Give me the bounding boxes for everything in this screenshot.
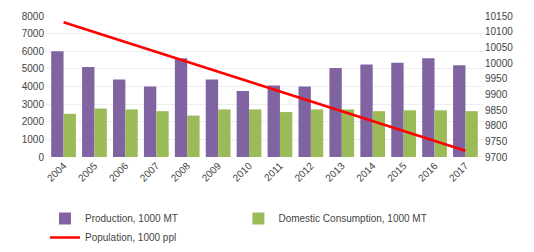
svg-text:10000: 10000 — [485, 58, 513, 69]
svg-text:9900: 9900 — [485, 89, 508, 100]
svg-text:10100: 10100 — [485, 26, 513, 37]
svg-text:2006: 2006 — [107, 160, 131, 184]
svg-text:3000: 3000 — [22, 99, 45, 110]
svg-text:2007: 2007 — [138, 160, 162, 184]
svg-text:2013: 2013 — [323, 160, 347, 184]
svg-text:2005: 2005 — [76, 160, 100, 184]
svg-text:2016: 2016 — [416, 160, 440, 184]
svg-text:9700: 9700 — [485, 152, 508, 163]
svg-text:2010: 2010 — [230, 160, 254, 184]
svg-text:0: 0 — [38, 152, 44, 163]
svg-text:9850: 9850 — [485, 105, 508, 116]
svg-text:Population, 1000 ppl: Population, 1000 ppl — [85, 232, 176, 243]
svg-text:9800: 9800 — [485, 120, 508, 131]
svg-text:2000: 2000 — [22, 116, 45, 127]
svg-text:7000: 7000 — [22, 28, 45, 39]
svg-text:9950: 9950 — [485, 73, 508, 84]
svg-text:10050: 10050 — [485, 42, 513, 53]
svg-text:2017: 2017 — [447, 160, 471, 184]
svg-text:2009: 2009 — [200, 160, 224, 184]
svg-text:2012: 2012 — [292, 160, 316, 184]
svg-text:Production, 1000 MT: Production, 1000 MT — [85, 213, 178, 224]
svg-text:2014: 2014 — [354, 160, 378, 184]
svg-text:2004: 2004 — [45, 160, 69, 184]
svg-text:2015: 2015 — [385, 160, 409, 184]
svg-text:10150: 10150 — [485, 11, 513, 22]
svg-text:6000: 6000 — [22, 46, 45, 57]
svg-text:5000: 5000 — [22, 63, 45, 74]
svg-text:2008: 2008 — [169, 160, 193, 184]
svg-text:Domestic Consumption, 1000 MT: Domestic Consumption, 1000 MT — [278, 213, 426, 224]
svg-text:8000: 8000 — [22, 11, 45, 22]
svg-text:2011: 2011 — [262, 160, 285, 183]
svg-text:4000: 4000 — [22, 81, 45, 92]
svg-text:1000: 1000 — [22, 134, 45, 145]
svg-text:9750: 9750 — [485, 136, 508, 147]
